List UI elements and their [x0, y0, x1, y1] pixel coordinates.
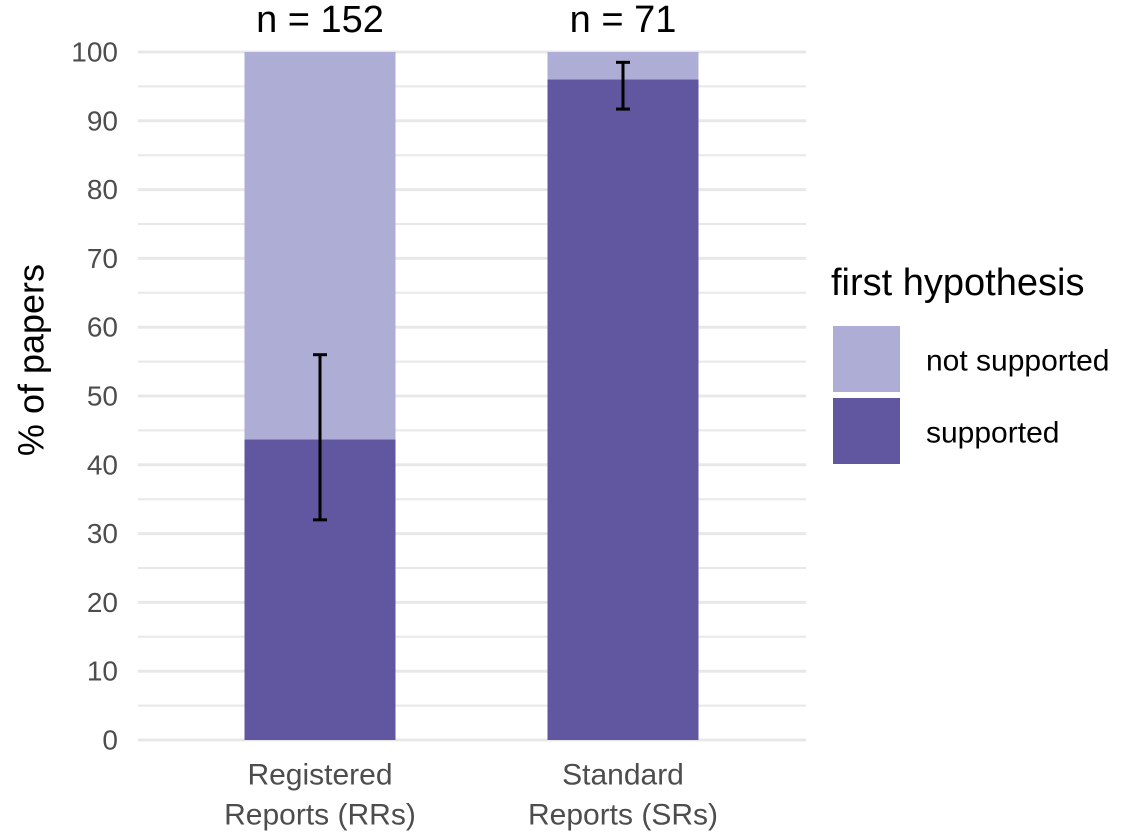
y-tick-label: 50: [87, 381, 118, 412]
count-annotations: n = 152 n = 71: [256, 0, 676, 41]
y-tick-label: 80: [87, 174, 118, 205]
x-category-label: Reports (RRs): [224, 799, 416, 832]
y-tick-label: 0: [102, 725, 118, 756]
legend-swatch-not-supported: [833, 326, 900, 392]
legend-label: supported: [926, 417, 1059, 450]
x-category-label: Registered: [247, 759, 392, 792]
x-category-label: Reports (SRs): [528, 799, 718, 832]
y-tick-label: 10: [87, 656, 118, 687]
y-tick-label: 20: [87, 587, 118, 618]
bar-supported-2: [547, 79, 699, 740]
legend-label: not supported: [926, 345, 1109, 378]
x-category-label: Standard: [562, 759, 684, 792]
y-tick-label: 40: [87, 449, 118, 480]
y-tick-label: 30: [87, 518, 118, 549]
legend-swatch-supported: [833, 398, 900, 464]
y-tick-label: 100: [71, 37, 118, 68]
y-axis-title: % of papers: [11, 264, 52, 456]
x-axis-category-labels: Registered Reports (RRs) Standard Reports (…: [224, 759, 718, 832]
legend: first hypothesis not supported supported: [831, 262, 1109, 464]
y-tick-label: 90: [87, 105, 118, 136]
sample-size-label: n = 71: [570, 0, 677, 41]
grid-lines: [138, 50, 806, 742]
bars: [244, 52, 699, 740]
legend-title: first hypothesis: [831, 262, 1084, 304]
sample-size-label: n = 152: [256, 0, 384, 41]
error-bars: [313, 60, 630, 522]
y-tick-label: 60: [87, 312, 118, 343]
y-axis-tick-labels: 0 10 20 30 40 50 60 70 80 90 100: [71, 37, 118, 756]
y-tick-label: 70: [87, 243, 118, 274]
legend-entries: not supported supported: [833, 326, 1109, 464]
